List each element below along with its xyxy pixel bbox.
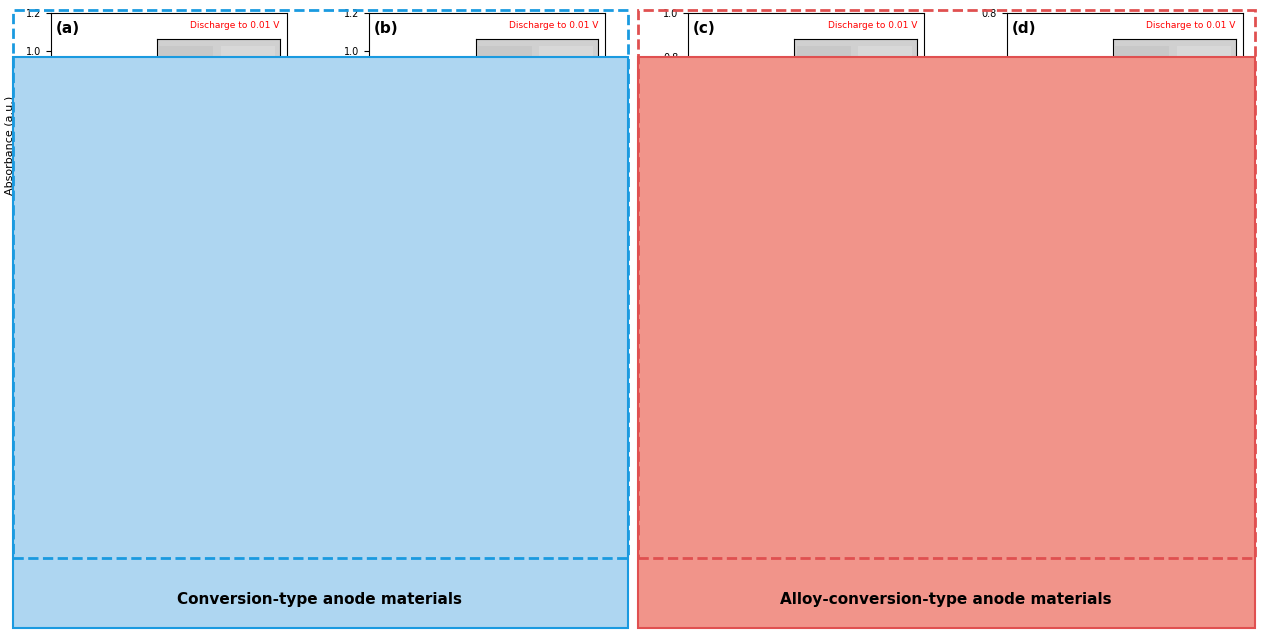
X-axis label: Capacity (mAh g⁻¹): Capacity (mAh g⁻¹) — [434, 580, 541, 590]
X-axis label: Wavelength (nm): Wavelength (nm) — [120, 300, 217, 310]
Text: Discharge to 0.01 V: Discharge to 0.01 V — [1146, 21, 1235, 30]
Y-axis label: Absorbance (a.u.): Absorbance (a.u.) — [5, 96, 15, 195]
Text: (e): (e) — [56, 301, 80, 316]
Text: (c): (c) — [692, 21, 715, 36]
Y-axis label: Voltage (V vs. K⁺/K): Voltage (V vs. K⁺/K) — [331, 371, 341, 480]
X-axis label: Wavelength (nm): Wavelength (nm) — [1077, 300, 1173, 310]
Y-axis label: Absorbance (a.u.): Absorbance (a.u.) — [323, 96, 333, 195]
Text: Conversion-type anode materials: Conversion-type anode materials — [178, 592, 462, 607]
Y-axis label: Absorbance (a.u.): Absorbance (a.u.) — [961, 96, 970, 195]
Text: (g): (g) — [692, 301, 718, 316]
Y-axis label: Voltage (V vs. K⁺/K): Voltage (V vs. K⁺/K) — [969, 371, 979, 480]
Legend: 1 st, 10 th, 50 th: 1 st, 10 th, 50 th — [548, 297, 601, 339]
X-axis label: Capacity (mAh g⁻¹): Capacity (mAh g⁻¹) — [1070, 580, 1178, 590]
Legend: 1 st, 10 th, 50 th: 1 st, 10 th, 50 th — [866, 297, 919, 339]
Text: (d): (d) — [1012, 21, 1036, 36]
X-axis label: Wavelength (nm): Wavelength (nm) — [758, 300, 855, 310]
Y-axis label: Absorbance (a.u.): Absorbance (a.u.) — [642, 96, 652, 195]
X-axis label: Capacity (mAh g⁻¹): Capacity (mAh g⁻¹) — [115, 580, 223, 590]
Text: (a): (a) — [56, 21, 80, 36]
Legend: 1 st, 10 th, 50 th: 1 st, 10 th, 50 th — [228, 297, 283, 339]
Text: (f): (f) — [374, 301, 394, 316]
Legend: 1 st, 10 th, 50 th: 1 st, 10 th, 50 th — [1184, 297, 1238, 339]
Text: (b): (b) — [374, 21, 398, 36]
Text: Discharge to 0.01 V: Discharge to 0.01 V — [508, 21, 598, 30]
Text: Discharge to 0.01 V: Discharge to 0.01 V — [828, 21, 917, 30]
Text: Alloy-conversion-type anode materials: Alloy-conversion-type anode materials — [780, 592, 1112, 607]
Y-axis label: Voltage (V vs. K⁺/K): Voltage (V vs. K⁺/K) — [650, 371, 659, 480]
Text: (h): (h) — [1012, 301, 1036, 316]
X-axis label: Wavelength (nm): Wavelength (nm) — [439, 300, 535, 310]
Y-axis label: Voltage (V vs. K⁺/K): Voltage (V vs. K⁺/K) — [13, 371, 23, 480]
X-axis label: Capacity (mAh g⁻¹): Capacity (mAh g⁻¹) — [752, 580, 860, 590]
Text: Discharge to 0.01 V: Discharge to 0.01 V — [190, 21, 280, 30]
